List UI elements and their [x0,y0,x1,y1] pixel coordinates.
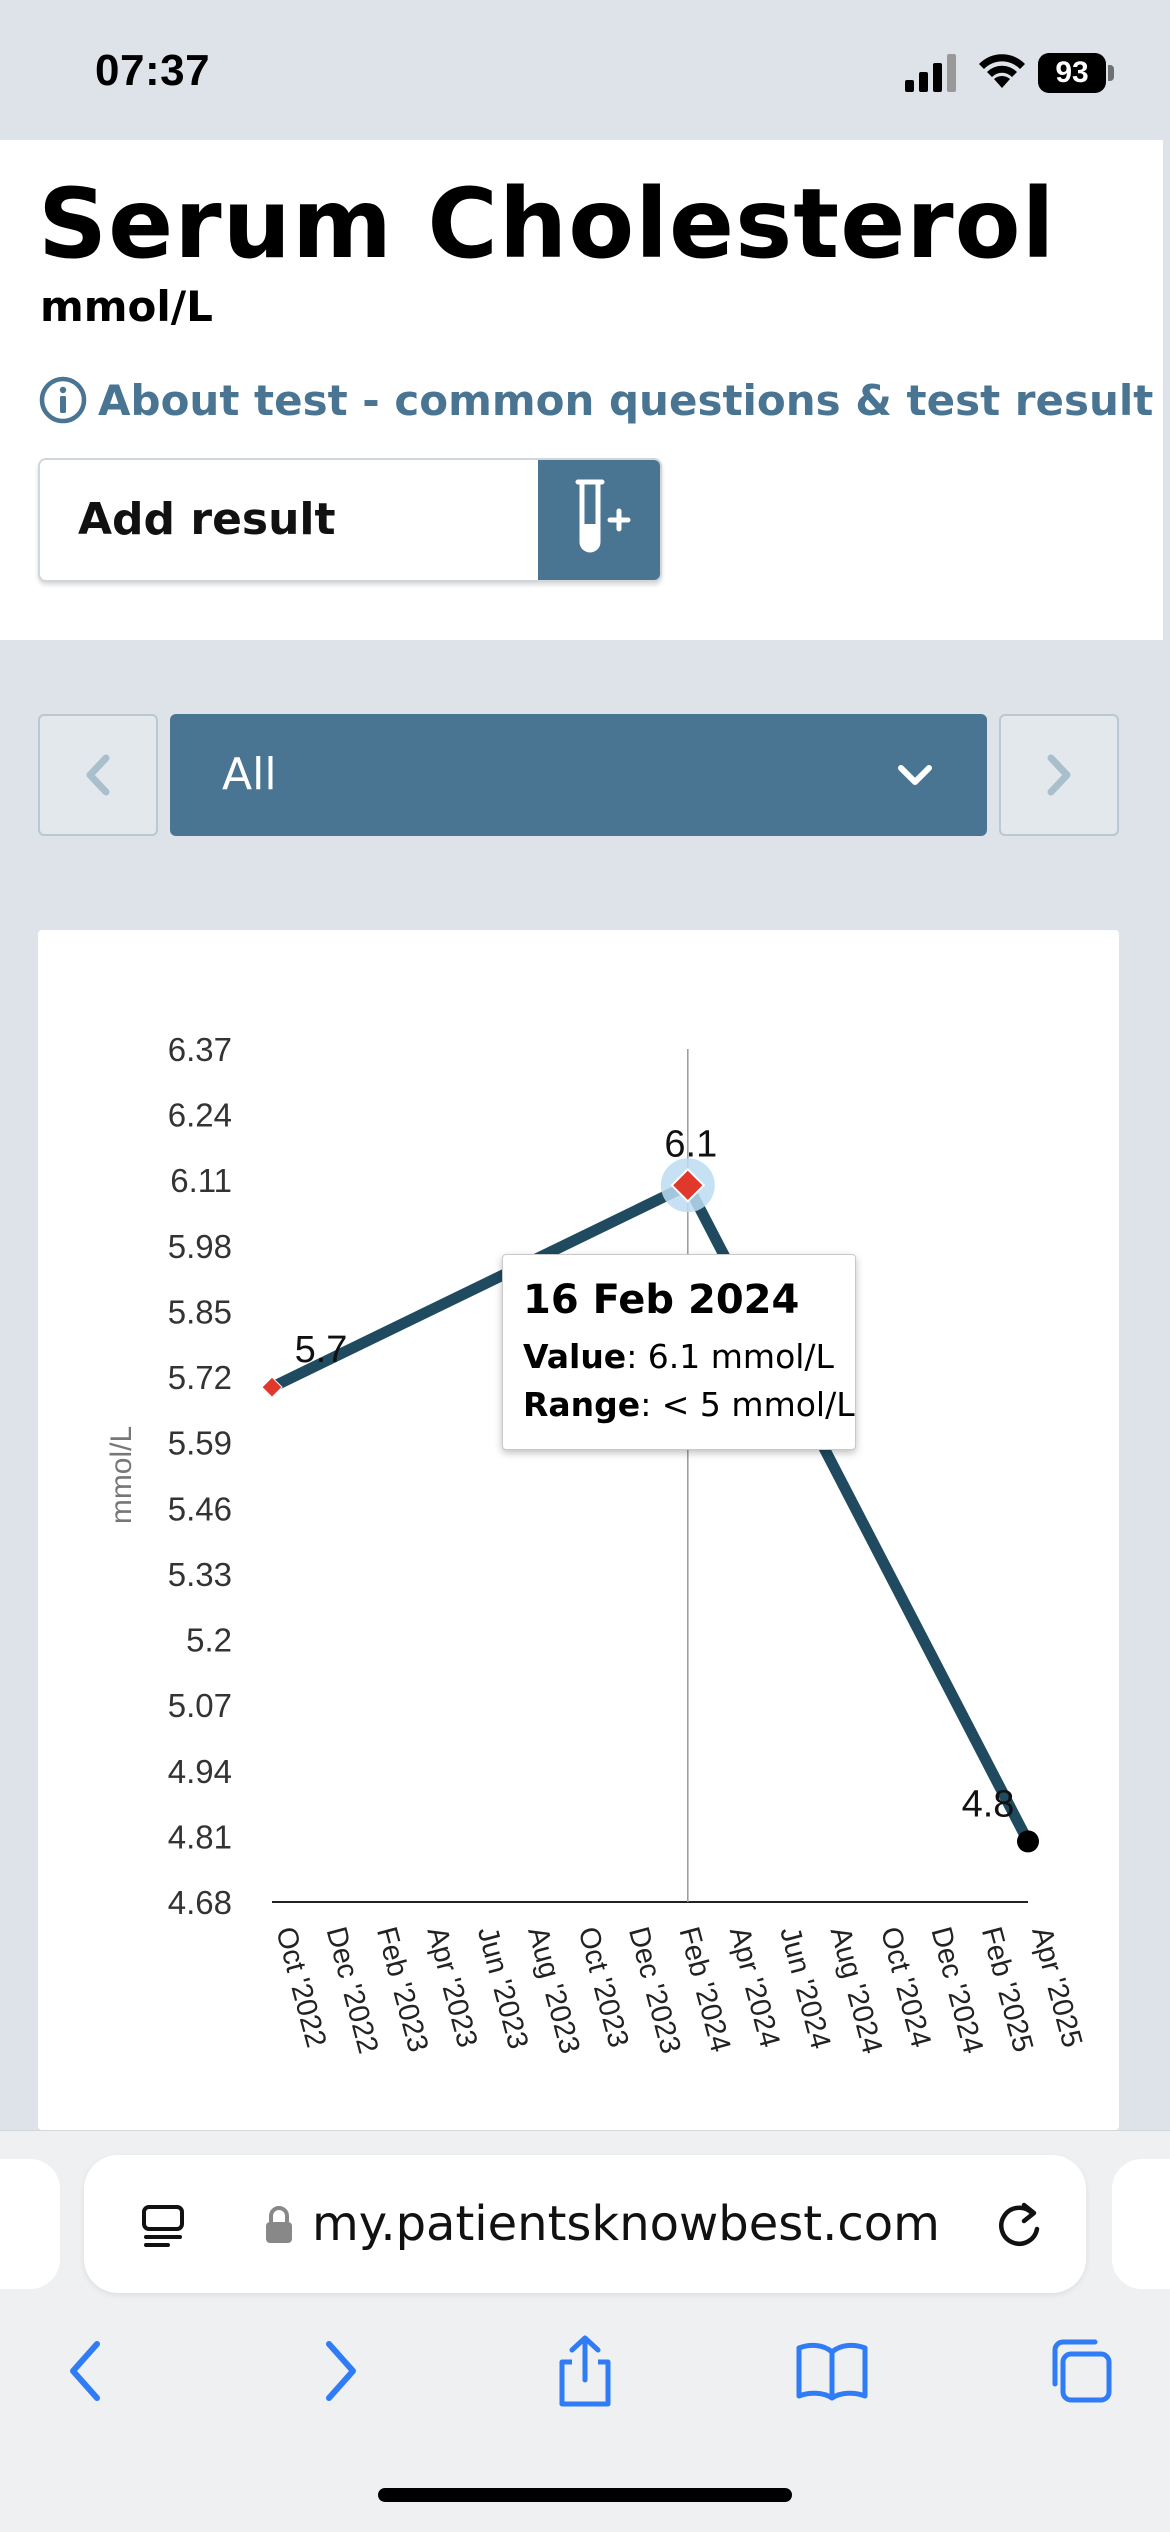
reload-icon[interactable] [992,2199,1046,2253]
unit-label: mmol/L [40,282,213,331]
y-tick-label: 6.24 [168,1097,232,1134]
battery-indicator: 93 [1038,53,1114,93]
tooltip-value-text: : 6.1 mmol/L [626,1337,834,1376]
y-tick-label: 5.46 [168,1490,232,1527]
home-indicator [378,2488,792,2502]
address-bar[interactable]: my.patientsknowbest.com [84,2155,1086,2293]
back-button[interactable] [46,2331,126,2411]
y-tick-label: 6.11 [170,1162,232,1199]
next-tab-preview[interactable] [1112,2159,1170,2289]
add-result-label: Add result [78,494,336,545]
tooltip-date: 16 Feb 2024 [523,1277,800,1323]
previous-tab-preview[interactable] [0,2159,60,2289]
data-point-marker [261,1376,283,1398]
y-axis-title: mmol/L [105,1426,138,1524]
status-time: 07:37 [95,46,211,95]
battery-level: 93 [1055,56,1089,89]
status-bar: 07:37 93 [0,0,1170,140]
y-tick-label: 5.98 [168,1228,232,1265]
add-result-button[interactable]: Add result [38,458,662,582]
tabs-icon [1052,2339,1112,2403]
tooltip-value: Value: 6.1 mmol/L [523,1333,835,1381]
results-chart-card: 6.37 6.24 6.11 5.98 5.85 5.72 5.59 5.46 5.33 5.2 5… [38,930,1119,2130]
share-button[interactable] [545,2331,625,2411]
tooltip-value-label: Value [523,1337,627,1376]
back-arrow-icon [70,2341,100,2401]
data-point-label: 6.1 [664,1123,717,1165]
about-test-label: About test - common questions & test res… [98,375,1163,425]
y-tick-label: 4.68 [168,1884,232,1921]
bookmarks-button[interactable] [792,2331,872,2411]
url-text: my.patientsknowbest.com [312,2196,940,2252]
data-point-tooltip: 16 Feb 2024 Value: 6.1 mmol/L Range: < 5… [502,1254,856,1450]
y-tick-label: 6.37 [168,1031,232,1068]
book-icon [796,2342,868,2401]
data-point-marker [670,1167,706,1203]
chevron-left-icon [86,754,110,796]
data-point-marker [1017,1830,1039,1853]
previous-period-button[interactable] [38,714,158,836]
tabs-button[interactable] [1040,2331,1120,2411]
tooltip-range-text: : < 5 mmol/L [640,1385,855,1424]
tooltip-range: Range: < 5 mmol/L [523,1381,855,1429]
test-tube-plus-icon [538,460,660,580]
info-icon [39,376,87,424]
y-tick-label: 5.2 [186,1622,232,1659]
page-menu-icon[interactable] [138,2201,188,2251]
tooltip-range-label: Range [523,1385,641,1424]
date-range-select[interactable]: All [170,714,987,836]
chevron-down-icon [898,765,932,785]
test-header: Serum Cholesterol mmol/L About test - co… [0,140,1163,640]
y-tick-label: 5.07 [168,1687,232,1724]
browser-toolbar: my.patientsknowbest.com [0,2130,1170,2532]
y-tick-label: 5.72 [168,1359,232,1396]
about-test-link[interactable]: About test - common questions & test res… [38,372,1163,428]
data-point-label: 4.8 [962,1783,1015,1825]
y-tick-label: 5.59 [168,1425,232,1462]
y-tick-label: 4.81 [168,1818,232,1855]
cellular-signal-icon [905,54,956,92]
y-tick-label: 5.85 [168,1293,232,1330]
data-point-label: 5.7 [295,1329,348,1371]
forward-button[interactable] [300,2331,380,2411]
lock-icon [266,2206,292,2243]
next-period-button[interactable] [999,714,1119,836]
forward-arrow-icon [326,2341,356,2401]
chevron-right-icon [1047,754,1071,796]
y-tick-label: 4.94 [168,1753,232,1790]
page-title: Serum Cholesterol [38,168,1056,280]
wifi-icon [979,54,1025,88]
share-icon [559,2335,611,2407]
results-line-chart[interactable]: 6.37 6.24 6.11 5.98 5.85 5.72 5.59 5.46 5.33 5.2 5… [38,930,1119,2130]
y-tick-label: 5.33 [168,1556,232,1593]
date-range-value: All [222,749,277,800]
